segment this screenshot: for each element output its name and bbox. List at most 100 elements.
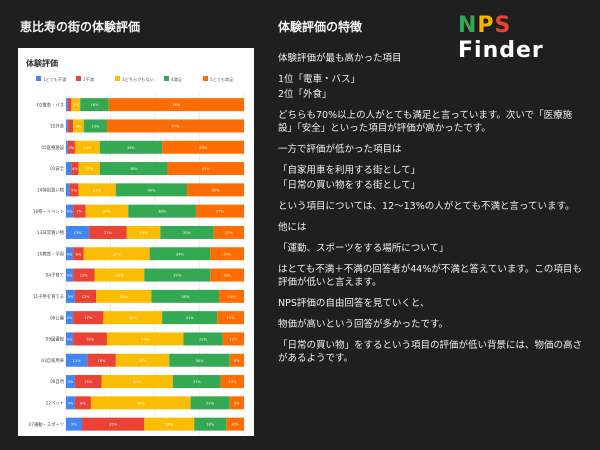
data-label: 12%	[73, 359, 82, 363]
data-label: 22%	[206, 401, 215, 405]
data-label: 21%	[93, 188, 102, 192]
data-label: 15%	[227, 316, 236, 320]
data-label: 34%	[176, 252, 185, 256]
data-label: 4%	[67, 337, 73, 341]
bar-segment	[96, 289, 152, 303]
data-label: 38%	[181, 295, 190, 299]
bar-segment	[106, 332, 184, 346]
bar-segment	[115, 183, 188, 197]
bar-segment	[66, 417, 83, 431]
bar-segment	[162, 140, 244, 154]
note-line: 物価が高いという回答が多かったです。	[278, 319, 449, 330]
category-label: 15外食	[50, 123, 65, 130]
data-label: 5%	[68, 401, 74, 405]
notes-panel: 体験評価が最も高かった項目 1位「電車・バス」 2位「外食」 どちらも70%以上…	[278, 52, 584, 373]
data-label: 4%	[67, 316, 73, 320]
data-label: 19%	[223, 274, 232, 278]
bar-segment	[183, 332, 223, 346]
data-label: 33%	[129, 316, 138, 320]
data-label: 30%	[183, 231, 192, 235]
bar-segment	[115, 353, 170, 367]
bar-segment	[167, 162, 244, 176]
data-label: 56%	[137, 401, 146, 405]
stacked-bar-chart: 体験評価1とても不満2不満3どちらでもない4満足5とても満足0%25%50%75…	[26, 58, 245, 435]
data-label: 15%	[84, 380, 93, 384]
data-label: 19%	[223, 252, 232, 256]
data-label: 27%	[193, 380, 202, 384]
bar-segment	[80, 98, 109, 112]
chart-card: 体験評価1とても不満2不満3どちらでもない4満足5とても満足0%25%50%75…	[18, 48, 254, 436]
bar-segment	[66, 119, 68, 133]
bar-segment	[99, 140, 163, 154]
bar-segment	[151, 289, 220, 303]
data-label: 13%	[228, 380, 237, 384]
bar-segment	[66, 204, 74, 218]
bar-segment	[172, 375, 221, 389]
bar-segment	[74, 375, 102, 389]
data-label: 16%	[90, 103, 99, 107]
bar-segment	[67, 140, 75, 154]
data-label: 12%	[85, 167, 94, 171]
bar-segment	[99, 162, 168, 176]
note-line: 一方で評価が低かった項目は	[278, 144, 402, 155]
bar-segment	[73, 119, 84, 133]
data-label: 18%	[206, 423, 215, 427]
data-label: 38%	[158, 210, 167, 214]
note-line: 体験評価が最も高かった項目	[278, 53, 402, 64]
data-label: 28%	[115, 274, 124, 278]
data-label: 24%	[103, 210, 112, 214]
bar-segment	[226, 417, 244, 431]
bar-segment	[169, 353, 230, 367]
bar-segment	[229, 353, 244, 367]
data-label: 30%	[139, 359, 148, 363]
bar-segment	[74, 396, 91, 410]
data-label: 9%	[71, 423, 77, 427]
bar-segment	[66, 396, 75, 410]
data-label: 5%	[68, 380, 74, 384]
bar-segment	[126, 225, 161, 239]
legend-swatch	[36, 76, 41, 81]
category-label: 08自然	[50, 378, 65, 385]
bar-segment	[144, 268, 211, 282]
bar-segment	[66, 225, 90, 239]
data-label: 37%	[173, 274, 182, 278]
note-line: はとても不満＋不満の回答者が44%が不満と答えています。この項目も評価が低いと言…	[278, 264, 582, 288]
bar-segment	[82, 417, 145, 431]
bar-segment	[74, 140, 100, 154]
data-label: 31%	[186, 316, 195, 320]
data-label: 43%	[141, 337, 150, 341]
brand-logo: NPS Finder	[458, 13, 600, 63]
category-label: 14特別買い物	[37, 186, 65, 193]
bar-segment	[66, 268, 74, 282]
category-label: 07運動・スポーツ	[29, 421, 64, 428]
data-label: 19%	[86, 337, 95, 341]
bar-segment	[67, 119, 74, 133]
data-label: 4%	[67, 252, 73, 256]
legend-swatch	[164, 76, 169, 81]
brand-word: Finder	[458, 38, 544, 63]
brand-letter-p: P	[477, 13, 495, 38]
bar-segment	[66, 183, 70, 197]
bar-segment	[128, 204, 196, 218]
data-label: 10%	[231, 423, 240, 427]
legend-label: 1とても不満	[43, 76, 66, 83]
brand-letter-s: S	[494, 13, 512, 38]
bar-segment	[187, 183, 244, 197]
category-label: 04子育て	[46, 272, 64, 279]
data-label: 32%	[212, 188, 221, 192]
data-label: 76%	[172, 103, 181, 107]
bar-segment	[83, 247, 150, 261]
data-label: 7%	[76, 210, 82, 214]
data-label: 13%	[74, 231, 83, 235]
note-line: どちらも70%以上の人がとても満足と言っています。次いで「医療施設」「安全」とい…	[278, 110, 573, 134]
data-label: 35%	[109, 423, 118, 427]
data-label: 12%	[82, 295, 91, 299]
data-label: 17%	[225, 231, 234, 235]
data-label: 8%	[234, 401, 240, 405]
note-line: 「日常の買い物」をするという項目の評価が低い背景には、物価の高さがあるようです。	[278, 340, 583, 364]
bar-segment	[194, 417, 227, 431]
bar-segment	[78, 162, 100, 176]
brand-letter-n: N	[458, 13, 478, 38]
bar-segment	[71, 98, 81, 112]
data-label: 12%	[80, 274, 89, 278]
